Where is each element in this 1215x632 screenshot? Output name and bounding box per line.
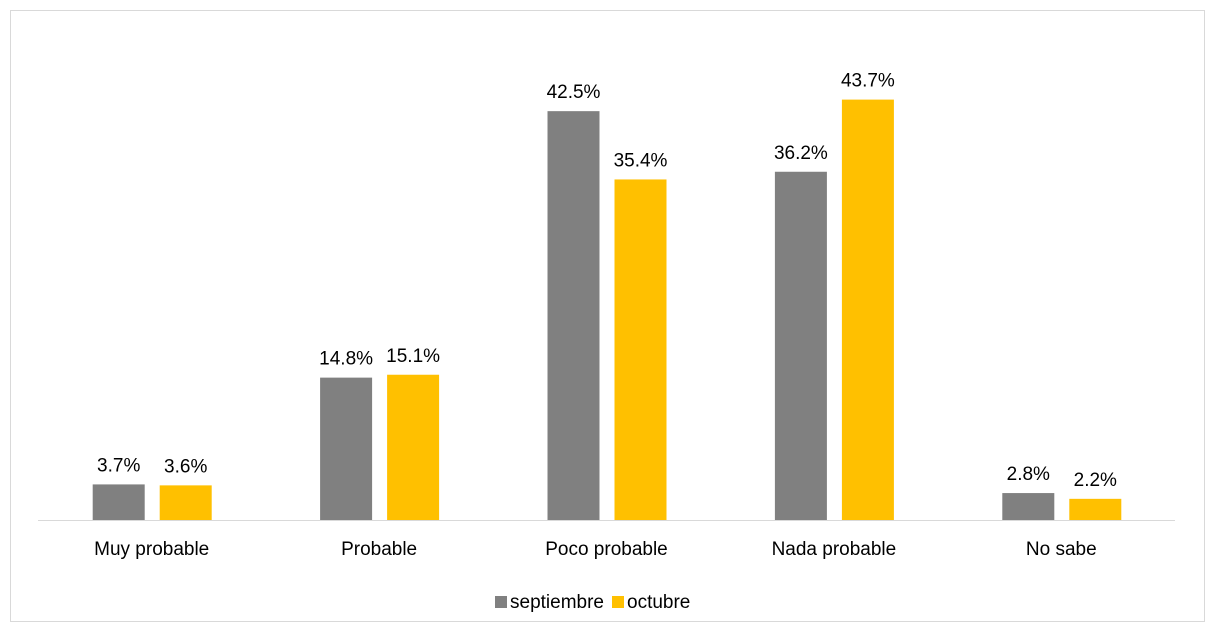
value-label: 2.8%: [1007, 464, 1050, 485]
bar: [320, 377, 373, 520]
value-label: 35.4%: [614, 150, 668, 171]
bar: [841, 99, 894, 520]
chart-frame: [10, 10, 1205, 622]
value-label: 15.1%: [386, 346, 440, 367]
value-label: 3.6%: [164, 456, 207, 477]
bar: [774, 171, 827, 521]
value-label: 3.7%: [97, 455, 140, 476]
x-tick-label: Probable: [341, 539, 417, 560]
legend-swatch: [612, 596, 624, 608]
x-tick-label: Nada probable: [772, 539, 897, 560]
bar: [614, 179, 667, 520]
legend-label: octubre: [627, 592, 690, 613]
bar: [159, 485, 212, 520]
value-label: 42.5%: [547, 82, 601, 103]
value-label: 2.2%: [1074, 470, 1117, 491]
bar: [547, 111, 600, 521]
bar: [387, 374, 440, 520]
legend-label: septiembre: [510, 592, 604, 613]
value-label: 43.7%: [841, 71, 895, 92]
x-tick-label: Poco probable: [545, 539, 668, 560]
legend-swatch: [495, 596, 507, 608]
bar: [92, 484, 145, 520]
x-tick-label: Muy probable: [94, 539, 209, 560]
bar: [1069, 498, 1122, 520]
value-label: 36.2%: [774, 143, 828, 164]
value-label: 14.8%: [319, 349, 373, 370]
bar: [1002, 493, 1055, 520]
x-tick-label: No sabe: [1026, 539, 1097, 560]
